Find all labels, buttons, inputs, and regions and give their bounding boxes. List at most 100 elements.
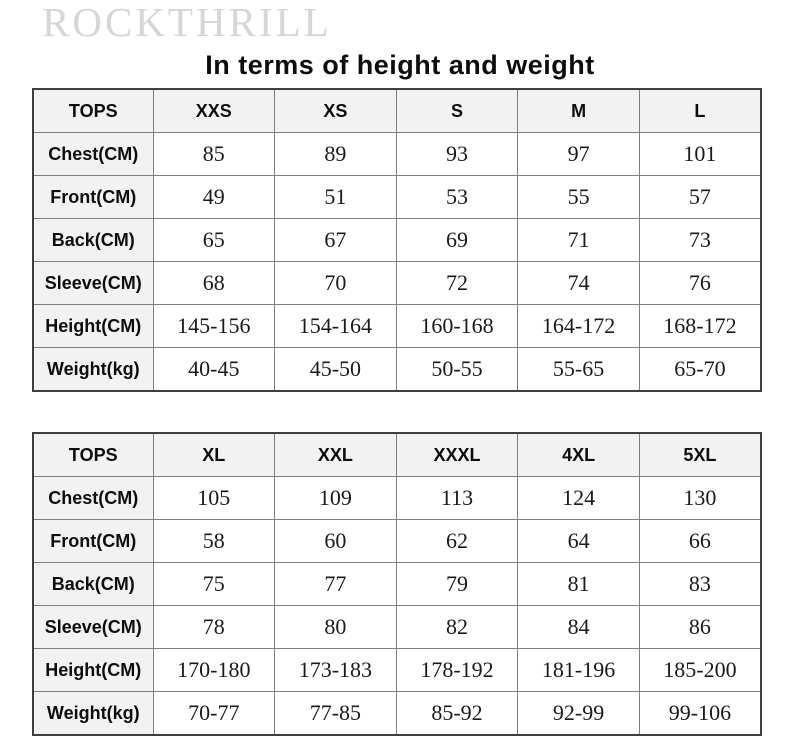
value-cell: 58 [152,519,276,563]
value-cell: 69 [395,218,519,262]
value-cell: 81 [517,562,640,606]
table-row: Height(CM) 145-156 154-164 160-168 164-172 16… [32,304,762,348]
value-cell: 164-172 [517,304,640,348]
value-cell: 82 [395,605,519,649]
value-cell: 145-156 [152,304,276,348]
row-label: Weight(kg) [32,347,154,392]
value-cell: 85-92 [395,691,519,736]
value-cell: 185-200 [638,648,762,692]
header-cell-size: S [395,88,519,133]
value-cell: 105 [152,476,276,520]
table-row: Sleeve(CM) 68 70 72 74 76 [32,261,762,305]
table-row: Chest(CM) 105 109 113 124 130 [32,476,762,520]
value-cell: 168-172 [638,304,762,348]
value-cell: 83 [638,562,762,606]
table-header-row: TOPS XL XXL XXXL 4XL 5XL [32,432,762,477]
table-row: Front(CM) 58 60 62 64 66 [32,519,762,563]
row-label: Front(CM) [32,519,154,563]
value-cell: 79 [395,562,519,606]
header-cell-size: XS [274,88,397,133]
header-cell-size: XXS [152,88,276,133]
row-label: Chest(CM) [32,476,154,520]
value-cell: 77 [274,562,397,606]
size-table-xxs-l: TOPS XXS XS S M L Chest(CM) 85 89 93 97 101 Front(CM… [32,88,762,392]
value-cell: 99-106 [638,691,762,736]
value-cell: 78 [152,605,276,649]
value-cell: 93 [395,132,519,176]
value-cell: 74 [517,261,640,305]
value-cell: 49 [152,175,276,219]
value-cell: 67 [274,218,397,262]
value-cell: 40-45 [152,347,276,392]
value-cell: 70-77 [152,691,276,736]
value-cell: 181-196 [517,648,640,692]
value-cell: 77-85 [274,691,397,736]
value-cell: 51 [274,175,397,219]
header-cell-size: L [638,88,762,133]
value-cell: 65-70 [638,347,762,392]
value-cell: 92-99 [517,691,640,736]
row-label: Sleeve(CM) [32,261,154,305]
row-label: Height(CM) [32,304,154,348]
value-cell: 101 [638,132,762,176]
value-cell: 76 [638,261,762,305]
value-cell: 154-164 [274,304,397,348]
value-cell: 113 [395,476,519,520]
table-row: Back(CM) 75 77 79 81 83 [32,562,762,606]
value-cell: 65 [152,218,276,262]
value-cell: 160-168 [395,304,519,348]
value-cell: 89 [274,132,397,176]
value-cell: 57 [638,175,762,219]
value-cell: 64 [517,519,640,563]
header-cell-tops: TOPS [32,432,154,477]
value-cell: 97 [517,132,640,176]
header-cell-size: XXXL [395,432,519,477]
value-cell: 55-65 [517,347,640,392]
table-row: Weight(kg) 40-45 45-50 50-55 55-65 65-70 [32,347,762,392]
value-cell: 109 [274,476,397,520]
header-cell-size: 4XL [517,432,640,477]
table-row: Sleeve(CM) 78 80 82 84 86 [32,605,762,649]
row-label: Sleeve(CM) [32,605,154,649]
row-label: Chest(CM) [32,132,154,176]
value-cell: 75 [152,562,276,606]
row-label: Front(CM) [32,175,154,219]
value-cell: 66 [638,519,762,563]
value-cell: 130 [638,476,762,520]
value-cell: 72 [395,261,519,305]
header-cell-tops: TOPS [32,88,154,133]
header-cell-size: XXL [274,432,397,477]
value-cell: 45-50 [274,347,397,392]
row-label: Back(CM) [32,218,154,262]
size-table-xl-5xl: TOPS XL XXL XXXL 4XL 5XL Chest(CM) 105 109 113 124… [32,432,762,736]
value-cell: 71 [517,218,640,262]
value-cell: 124 [517,476,640,520]
value-cell: 55 [517,175,640,219]
header-cell-size: 5XL [638,432,762,477]
header-cell-size: M [517,88,640,133]
value-cell: 70 [274,261,397,305]
value-cell: 68 [152,261,276,305]
table-row: Back(CM) 65 67 69 71 73 [32,218,762,262]
row-label: Height(CM) [32,648,154,692]
value-cell: 62 [395,519,519,563]
value-cell: 50-55 [395,347,519,392]
row-label: Weight(kg) [32,691,154,736]
value-cell: 60 [274,519,397,563]
value-cell: 86 [638,605,762,649]
value-cell: 85 [152,132,276,176]
table-row: Front(CM) 49 51 53 55 57 [32,175,762,219]
table-row: Weight(kg) 70-77 77-85 85-92 92-99 99-106 [32,691,762,736]
value-cell: 84 [517,605,640,649]
value-cell: 173-183 [274,648,397,692]
table-row: Height(CM) 170-180 173-183 178-192 181-196 18… [32,648,762,692]
table-header-row: TOPS XXS XS S M L [32,88,762,133]
value-cell: 178-192 [395,648,519,692]
header-cell-size: XL [152,432,276,477]
value-cell: 53 [395,175,519,219]
brand-logo: ROCKTHRILL [42,0,332,45]
value-cell: 73 [638,218,762,262]
value-cell: 170-180 [152,648,276,692]
row-label: Back(CM) [32,562,154,606]
